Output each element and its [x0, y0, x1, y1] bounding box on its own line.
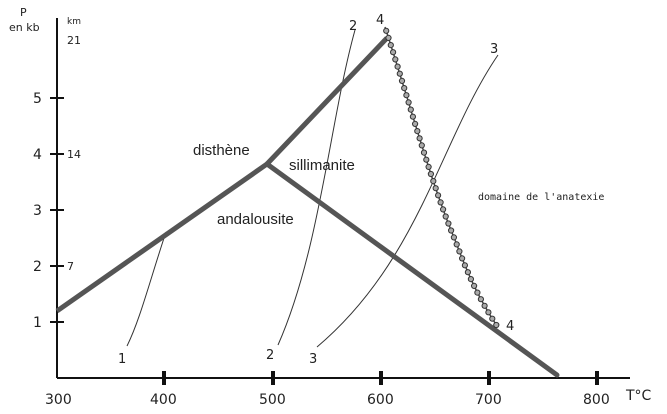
- anatexis-marker: [477, 296, 484, 303]
- anatexis-marker: [412, 120, 419, 128]
- curve-label-4-top: 4: [376, 13, 384, 28]
- y-axis-title: P: [20, 6, 27, 19]
- x-label-600: 600: [367, 392, 394, 408]
- anatexis-marker: [423, 156, 430, 163]
- anatexis-marker: [481, 302, 488, 309]
- km-tick-21: 21: [67, 34, 81, 47]
- curve-label-3-bottom: 3: [309, 352, 317, 367]
- anatexis-marker: [385, 34, 392, 42]
- gradient-curve-1: [126, 231, 167, 347]
- anatexis-marker: [485, 309, 492, 316]
- y-label-5: 5: [33, 91, 42, 107]
- x-label-400: 400: [150, 392, 177, 408]
- gradient-curve-3: [316, 54, 499, 348]
- anatexis-marker: [440, 206, 447, 213]
- anatexis-marker: [392, 56, 399, 63]
- anatexis-marker: [435, 192, 442, 199]
- curve-label-2-top: 2: [349, 19, 357, 34]
- anatexis-marker: [430, 178, 437, 185]
- anatexis-marker: [427, 170, 434, 178]
- y-axis-title-unit: en kb: [9, 21, 40, 34]
- y-label-2: 2: [33, 259, 42, 275]
- phase-label-disthene: disthène: [193, 142, 250, 159]
- curve-label-4-bottom: 4: [506, 319, 514, 334]
- curve-label-3-top: 3: [490, 42, 498, 57]
- gradient-curve-2: [277, 29, 356, 346]
- anatexis-marker: [448, 227, 455, 234]
- anatexis-marker: [459, 255, 466, 262]
- anatexis-marker: [445, 220, 452, 227]
- anatexis-marker: [387, 42, 394, 49]
- anatexis-marker: [390, 49, 397, 56]
- anatexis-marker: [396, 70, 403, 77]
- anatexis-marker: [383, 27, 390, 34]
- anatexis-marker: [398, 77, 406, 85]
- anatexis-marker: [493, 321, 500, 329]
- anatexis-marker: [450, 234, 457, 241]
- x-axis-unit: T°C: [625, 388, 652, 404]
- anatexis-marker: [407, 106, 414, 113]
- anatexis-marker: [425, 163, 432, 170]
- x-label-300: 300: [45, 392, 72, 408]
- curve-label-2-bottom: 2: [266, 348, 274, 363]
- curve-label-1: 1: [118, 352, 126, 367]
- y-label-1: 1: [33, 315, 42, 331]
- anatexis-marker: [456, 248, 463, 255]
- anatexis-marker: [401, 85, 408, 92]
- anatexis-marker: [414, 128, 421, 135]
- anatexis-marker: [467, 276, 474, 283]
- anatexis-marker: [403, 92, 410, 99]
- anatexis-marker: [474, 289, 481, 296]
- km-label: km: [67, 17, 81, 27]
- anatexis-domain-label: domaine de l'anatexie: [478, 192, 604, 203]
- anatexis-marker: [489, 315, 496, 322]
- anatexis-marker: [416, 135, 423, 142]
- km-tick-14: 14: [67, 148, 81, 161]
- km-tick-7: 7: [67, 260, 74, 273]
- anatexis-marker: [471, 282, 478, 289]
- anatexis-marker: [418, 142, 425, 149]
- anatexis-marker: [461, 262, 468, 269]
- anatexis-marker: [432, 185, 439, 192]
- anatexis-marker: [394, 63, 401, 70]
- anatexis-marker: [453, 241, 460, 248]
- anatexis-marker: [437, 199, 444, 206]
- x-label-700: 700: [475, 392, 502, 408]
- andalousite-disthene-sillimanite-boundary: [55, 36, 389, 314]
- anatexis-marker: [420, 149, 428, 156]
- phase-label-sillimanite: sillimanite: [289, 157, 355, 174]
- andalousite-sillimanite-boundary: [264, 161, 560, 378]
- anatexis-marker: [464, 269, 471, 276]
- anatexis-marker: [442, 213, 449, 220]
- anatexis-marker: [405, 99, 412, 106]
- phase-label-andalousite: andalousite: [217, 211, 294, 228]
- anatexis-marker: [409, 113, 416, 120]
- x-label-500: 500: [259, 392, 286, 408]
- x-label-800: 800: [583, 392, 610, 408]
- anatexis-curve-markers: [383, 27, 500, 329]
- y-label-4: 4: [33, 147, 42, 163]
- y-label-3: 3: [33, 203, 42, 219]
- x-tick-marks: [162, 371, 599, 385]
- y-tick-marks: [50, 97, 64, 323]
